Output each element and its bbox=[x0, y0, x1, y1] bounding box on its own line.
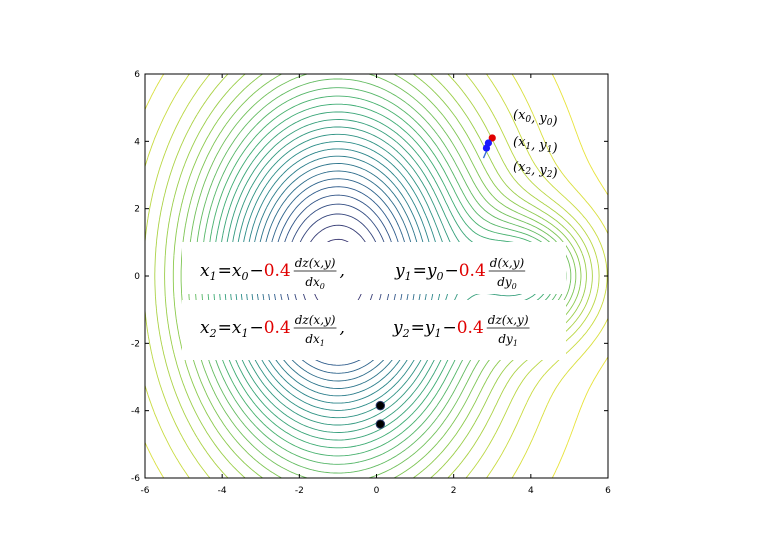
svg-text:1: 1 bbox=[241, 327, 248, 340]
x-tick-label: 6 bbox=[605, 486, 611, 496]
svg-text:1: 1 bbox=[210, 270, 217, 283]
descent-points bbox=[375, 134, 496, 429]
svg-text:2: 2 bbox=[209, 327, 217, 340]
svg-text:,: , bbox=[339, 318, 344, 338]
y-tick-label: 0 bbox=[134, 272, 140, 282]
svg-text:0.4: 0.4 bbox=[264, 318, 291, 338]
svg-text:x: x bbox=[200, 261, 210, 281]
descent-point bbox=[375, 400, 386, 411]
svg-text:−: − bbox=[249, 261, 263, 281]
svg-text:dy0: dy0 bbox=[497, 275, 517, 291]
x-tick-label: 2 bbox=[451, 486, 457, 496]
svg-text:0: 0 bbox=[241, 270, 248, 283]
svg-text:0.4: 0.4 bbox=[457, 318, 484, 338]
svg-text:x: x bbox=[200, 318, 210, 338]
svg-text:1: 1 bbox=[405, 270, 412, 283]
svg-text:−: − bbox=[249, 318, 263, 338]
x-tick-label: 4 bbox=[528, 486, 534, 496]
svg-text:0: 0 bbox=[436, 270, 443, 283]
point-annotation: (x0, y0) bbox=[513, 108, 558, 129]
equation-box-2 bbox=[182, 300, 566, 360]
y-tick-label: 2 bbox=[134, 205, 140, 215]
contour-level bbox=[551, 73, 609, 479]
svg-text:=: = bbox=[413, 261, 427, 281]
update-equation: y 2 = y 1 − 0.4 dz(x,y)dy1 bbox=[392, 313, 530, 348]
svg-text:dz(x,y): dz(x,y) bbox=[295, 256, 336, 270]
update-equation: y 1 = y 0 − 0.4 d(x,y)dy0 bbox=[394, 256, 526, 291]
svg-text:y: y bbox=[424, 318, 435, 338]
svg-text:,: , bbox=[339, 261, 344, 281]
equation-box-1 bbox=[182, 242, 566, 294]
point-annotation: (x2, y2) bbox=[513, 160, 558, 181]
update-equations: x 1 = x 0 − 0.4 dz(x,y)dx0, y 1 = y 0 − 0.4 d(x,y)d… bbox=[182, 242, 566, 360]
svg-text:x: x bbox=[232, 318, 242, 338]
axis-ticks: -6 -4 -2 0 2 4 6 -6 -4 -2 0 2 4 6 bbox=[131, 70, 611, 496]
svg-text:−: − bbox=[442, 318, 456, 338]
update-equation: x 2 = x 1 − 0.4 dz(x,y)dx1 bbox=[200, 313, 337, 348]
svg-text:dy1: dy1 bbox=[498, 332, 518, 348]
svg-text:2: 2 bbox=[402, 327, 410, 340]
svg-text:d(x,y): d(x,y) bbox=[490, 256, 525, 270]
svg-text:=: = bbox=[411, 318, 425, 338]
svg-text:1: 1 bbox=[434, 327, 441, 340]
x-tick-label: -4 bbox=[218, 486, 227, 496]
point-annotation: (x1, y1) bbox=[513, 135, 558, 156]
update-equation: x 1 = x 0 − 0.4 dz(x,y)dx0 bbox=[200, 256, 337, 291]
y-tick-label: 4 bbox=[134, 137, 140, 147]
svg-text:x: x bbox=[232, 261, 242, 281]
y-tick-label: -2 bbox=[131, 339, 140, 349]
svg-text:0.4: 0.4 bbox=[264, 261, 291, 281]
svg-text:−: − bbox=[444, 261, 458, 281]
svg-text:=: = bbox=[218, 318, 232, 338]
svg-text:dx0: dx0 bbox=[305, 275, 325, 291]
contour-level bbox=[144, 73, 608, 479]
point-annotations: (x0, y0) (x1, y1) (x2, y2) bbox=[513, 108, 558, 181]
svg-text:dx1: dx1 bbox=[305, 332, 325, 348]
svg-text:y: y bbox=[426, 261, 437, 281]
descent-point bbox=[488, 134, 496, 142]
y-tick-label: 6 bbox=[134, 70, 140, 80]
x-tick-label: -2 bbox=[295, 486, 304, 496]
svg-text:=: = bbox=[218, 261, 232, 281]
svg-text:0.4: 0.4 bbox=[459, 261, 486, 281]
svg-text:y: y bbox=[392, 318, 403, 338]
descent-point bbox=[375, 419, 386, 429]
contour-level bbox=[164, 73, 587, 479]
y-tick-label: -6 bbox=[131, 474, 140, 484]
svg-text:dz(x,y): dz(x,y) bbox=[295, 313, 336, 327]
contour-level bbox=[144, 73, 609, 479]
y-tick-label: -4 bbox=[131, 407, 140, 417]
svg-text:y: y bbox=[394, 261, 405, 281]
x-tick-label: -6 bbox=[141, 486, 150, 496]
svg-text:dz(x,y): dz(x,y) bbox=[488, 313, 529, 327]
descent-point bbox=[482, 144, 491, 152]
x-tick-label: 0 bbox=[374, 486, 380, 496]
